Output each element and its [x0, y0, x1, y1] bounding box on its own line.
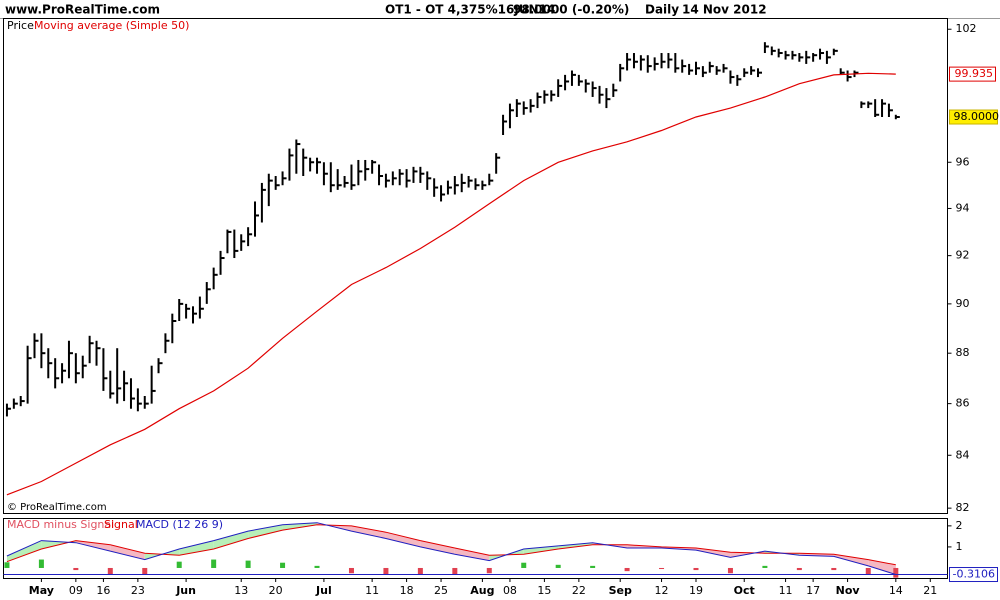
histogram-bar [245, 560, 251, 568]
histogram-bar [417, 567, 423, 575]
x-tick-label: 08 [503, 584, 517, 597]
legend-signal: Signal [104, 518, 138, 531]
x-tick-label: Jun [175, 584, 196, 597]
y-tick-label: 2 [956, 519, 963, 532]
histogram-bar [865, 567, 871, 575]
x-tick-label: 14 [889, 584, 903, 597]
date: 14 Nov 2012 [682, 3, 767, 17]
histogram-bar [107, 567, 113, 575]
macd-signal-fill [248, 524, 283, 539]
x-tick-label: 11 [365, 584, 379, 597]
macd-signal-fill [179, 540, 214, 556]
histogram-bar [211, 559, 217, 568]
last-price-label: 98.0000 [954, 110, 1000, 123]
x-tick-label: 17 [806, 584, 820, 597]
histogram-bar [348, 567, 354, 574]
legend-histogram: MACD minus Signal [7, 518, 114, 531]
macd-signal-fill [385, 532, 421, 547]
y-tick-label: 86 [956, 397, 970, 410]
histogram-bar [314, 565, 320, 568]
histogram-bar [624, 567, 630, 572]
histogram-bar [38, 559, 44, 568]
macd-signal-fill [454, 547, 490, 561]
x-tick-label: 22 [572, 584, 586, 597]
histogram-bar [762, 565, 768, 568]
y-tick-label: 82 [956, 501, 970, 514]
x-tick-label: May [29, 584, 54, 597]
histogram-bar [590, 565, 596, 568]
ma-value-label: 99.935 [955, 67, 994, 80]
x-tick-label: 20 [269, 584, 283, 597]
histogram-bar [280, 562, 286, 568]
macd-signal-fill [420, 540, 455, 555]
y-tick-label: 84 [956, 448, 970, 461]
x-tick-label: 23 [131, 584, 145, 597]
histogram-bar [521, 562, 527, 568]
macd-value-box [949, 567, 998, 583]
y-tick-label: 1 [956, 540, 963, 553]
x-tick-label: 13 [234, 584, 248, 597]
x-tick-label: 11 [779, 584, 793, 597]
x-tick-label: Sep [609, 584, 632, 597]
macd-value-label: -0.3106 [953, 568, 995, 581]
period: Daily [645, 3, 679, 17]
last-price-box [949, 109, 998, 125]
y-tick-label: 90 [956, 297, 970, 310]
macd-signal-fill [213, 531, 249, 550]
x-tick-label: Oct [734, 584, 755, 597]
y-tick-label: 94 [956, 201, 970, 214]
legend-macd: MACD (12 26 9) [136, 518, 223, 531]
histogram-bar [693, 567, 699, 571]
copyright: © ProRealTime.com [7, 502, 107, 513]
histogram-bar [555, 564, 561, 568]
site-name: www.ProRealTime.com [5, 3, 160, 17]
macd-signal-fill [868, 559, 896, 575]
x-tick-label: Aug [470, 584, 494, 597]
histogram-bar [659, 567, 665, 570]
x-tick-label: 15 [537, 584, 551, 597]
histogram-bar [486, 567, 492, 574]
y-tick-label: 96 [956, 155, 970, 168]
last-price: 98.0000 (-0.20%) [513, 3, 629, 17]
histogram-bar [893, 567, 899, 578]
x-tick-label: 16 [96, 584, 110, 597]
histogram-bar [4, 562, 10, 568]
x-tick-label: 19 [689, 584, 703, 597]
histogram-bar [452, 567, 458, 575]
histogram-bar [176, 561, 182, 568]
macd-signal-fill [523, 545, 559, 555]
x-tick-label: Jul [315, 584, 332, 597]
histogram-bar [727, 567, 733, 574]
macd-line [6, 522, 896, 575]
y-tick-label: 102 [956, 22, 977, 35]
x-tick-label: 25 [434, 584, 448, 597]
macd-signal-fill [110, 544, 145, 560]
x-tick-label: 12 [655, 584, 669, 597]
macd-signal-fill [6, 540, 42, 562]
x-tick-label: 18 [400, 584, 414, 597]
price-panel [3, 18, 948, 514]
legend-price: Price [7, 19, 34, 32]
histogram-bar [73, 567, 79, 571]
moving-average-line [6, 72, 896, 496]
legend-ma: Moving average (Simple 50) [34, 19, 189, 32]
macd-panel [3, 518, 948, 579]
instrument: OT1 - OT 4,375%16JUN14 [385, 3, 555, 17]
x-tick-label: 21 [923, 584, 937, 597]
histogram-bar [142, 567, 148, 575]
ma-value-box [949, 66, 996, 82]
histogram-bar [831, 567, 837, 571]
macd-signal-fill [833, 554, 869, 566]
histogram-bar [796, 567, 802, 571]
x-tick-label: Nov [836, 584, 861, 597]
y-tick-label: 92 [956, 249, 970, 262]
y-tick-label: 88 [956, 346, 970, 359]
histogram-bar [383, 567, 389, 575]
x-tick-label: 09 [69, 584, 83, 597]
macd-signal-fill [351, 525, 386, 539]
